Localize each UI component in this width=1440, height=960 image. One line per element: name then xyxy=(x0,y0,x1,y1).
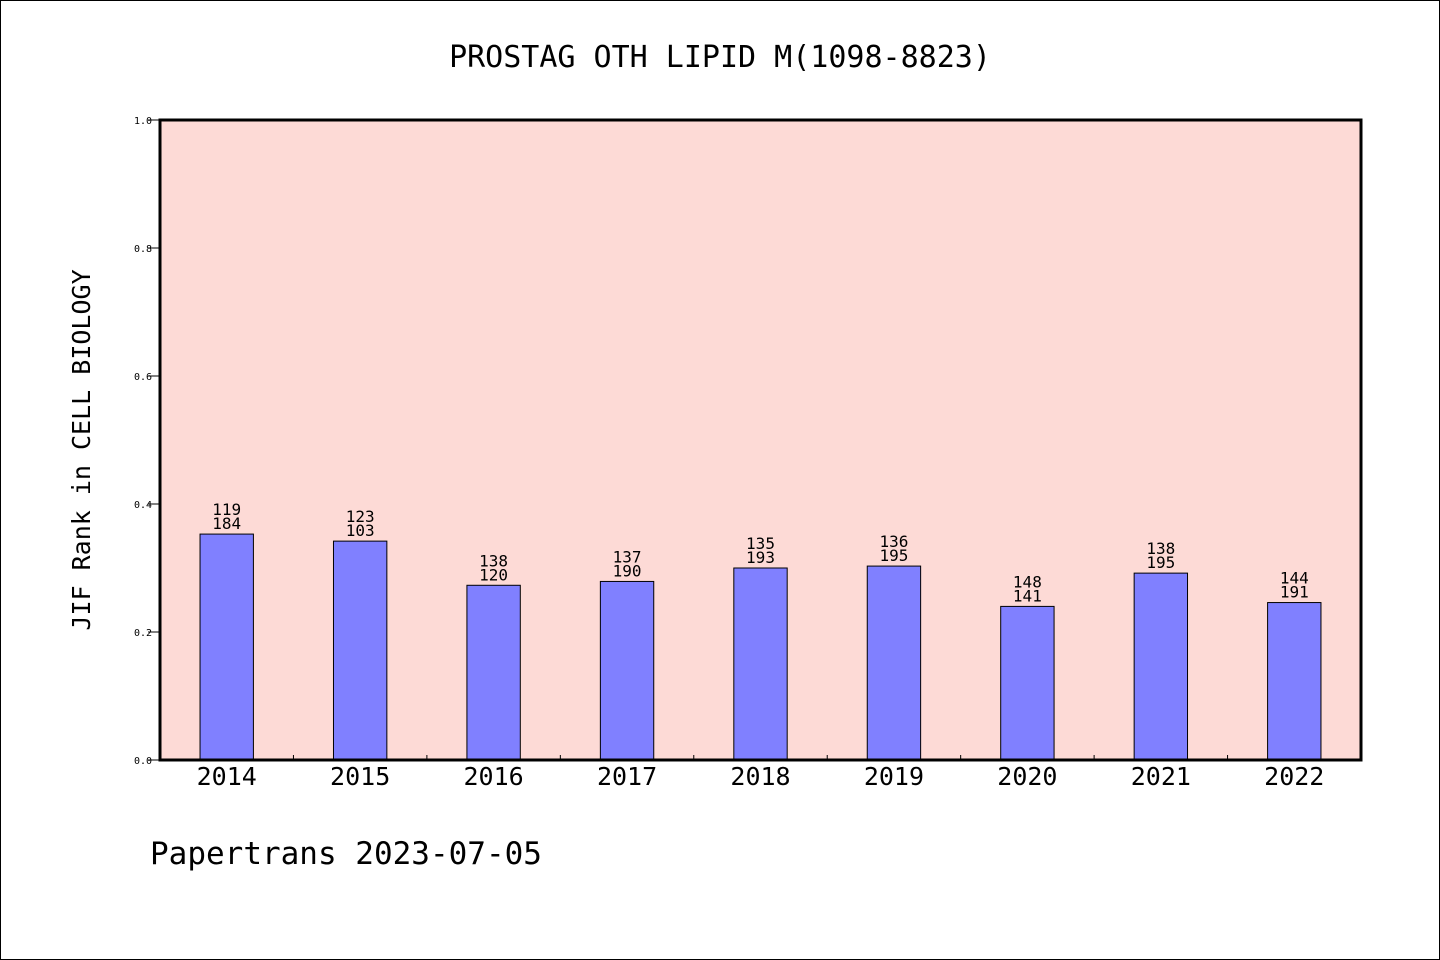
bar-label-bottom: 103 xyxy=(346,521,375,540)
y-tick-label: 1.0 xyxy=(134,116,152,127)
bar-label-top: 138 xyxy=(1146,539,1175,558)
bar-2014 xyxy=(199,533,254,761)
plot-border xyxy=(158,118,1363,762)
chart-title: PROSTAG OTH LIPID M(1098-8823) xyxy=(449,40,991,75)
bar-label-top: 137 xyxy=(613,547,642,566)
bar-2019 xyxy=(866,565,922,761)
bar-2020 xyxy=(1000,605,1055,761)
x-tick-label: 2015 xyxy=(330,762,390,791)
bar-label-top: 144 xyxy=(1280,569,1309,588)
x-tick-label: 2022 xyxy=(1264,762,1324,791)
x-tick-label: 2018 xyxy=(730,762,790,791)
bar-series xyxy=(199,533,1322,761)
y-axis: 0.0 0.2 0.4 0.6 0.8 1.0 xyxy=(134,116,160,767)
y-tick-label: 0.6 xyxy=(134,372,152,383)
bar-label-top: 119 xyxy=(212,500,241,519)
bar-label-bottom: 191 xyxy=(1280,583,1309,602)
y-axis-label: JIF Rank in CELL BIOLOGY xyxy=(67,269,96,630)
y-tick-label: 0.4 xyxy=(134,500,152,511)
bar-label-bottom: 184 xyxy=(212,514,241,533)
bar-label-bottom: 190 xyxy=(613,561,642,580)
y-tick-label: 0.8 xyxy=(134,244,152,255)
bar-2017 xyxy=(599,580,655,761)
x-tick-label: 2020 xyxy=(997,762,1057,791)
bar-label-bottom: 195 xyxy=(879,546,908,565)
footer-watermark: Papertrans 2023-07-05 xyxy=(150,836,542,872)
bar-label-top: 138 xyxy=(479,551,508,570)
x-tick-label: 2014 xyxy=(197,762,257,791)
bar-label-bottom: 120 xyxy=(479,565,508,584)
x-tick-label: 2019 xyxy=(864,762,924,791)
x-tick-label: 2021 xyxy=(1131,762,1191,791)
x-axis: 2014 2015 2016 2017 2018 2019 2020 2021 2022 xyxy=(197,755,1324,791)
bar-label-top: 135 xyxy=(746,534,775,553)
bar-2021 xyxy=(1133,572,1189,761)
x-tick-label: 2017 xyxy=(597,762,657,791)
bar-2015 xyxy=(332,540,388,761)
bar-label-bottom: 195 xyxy=(1146,553,1175,572)
bar-label-top: 148 xyxy=(1013,572,1042,591)
x-tick-label: 2016 xyxy=(464,762,524,791)
bar-2016 xyxy=(466,584,521,761)
bar-2018 xyxy=(733,567,788,761)
bar-label-top: 123 xyxy=(346,507,375,526)
bar-label-bottom: 193 xyxy=(746,548,775,567)
y-tick-label: 0.0 xyxy=(134,756,152,767)
bar-2022 xyxy=(1267,602,1322,761)
y-tick-label: 0.2 xyxy=(134,628,152,639)
bar-label-bottom: 141 xyxy=(1013,586,1042,605)
bar-label-top: 136 xyxy=(879,532,908,551)
